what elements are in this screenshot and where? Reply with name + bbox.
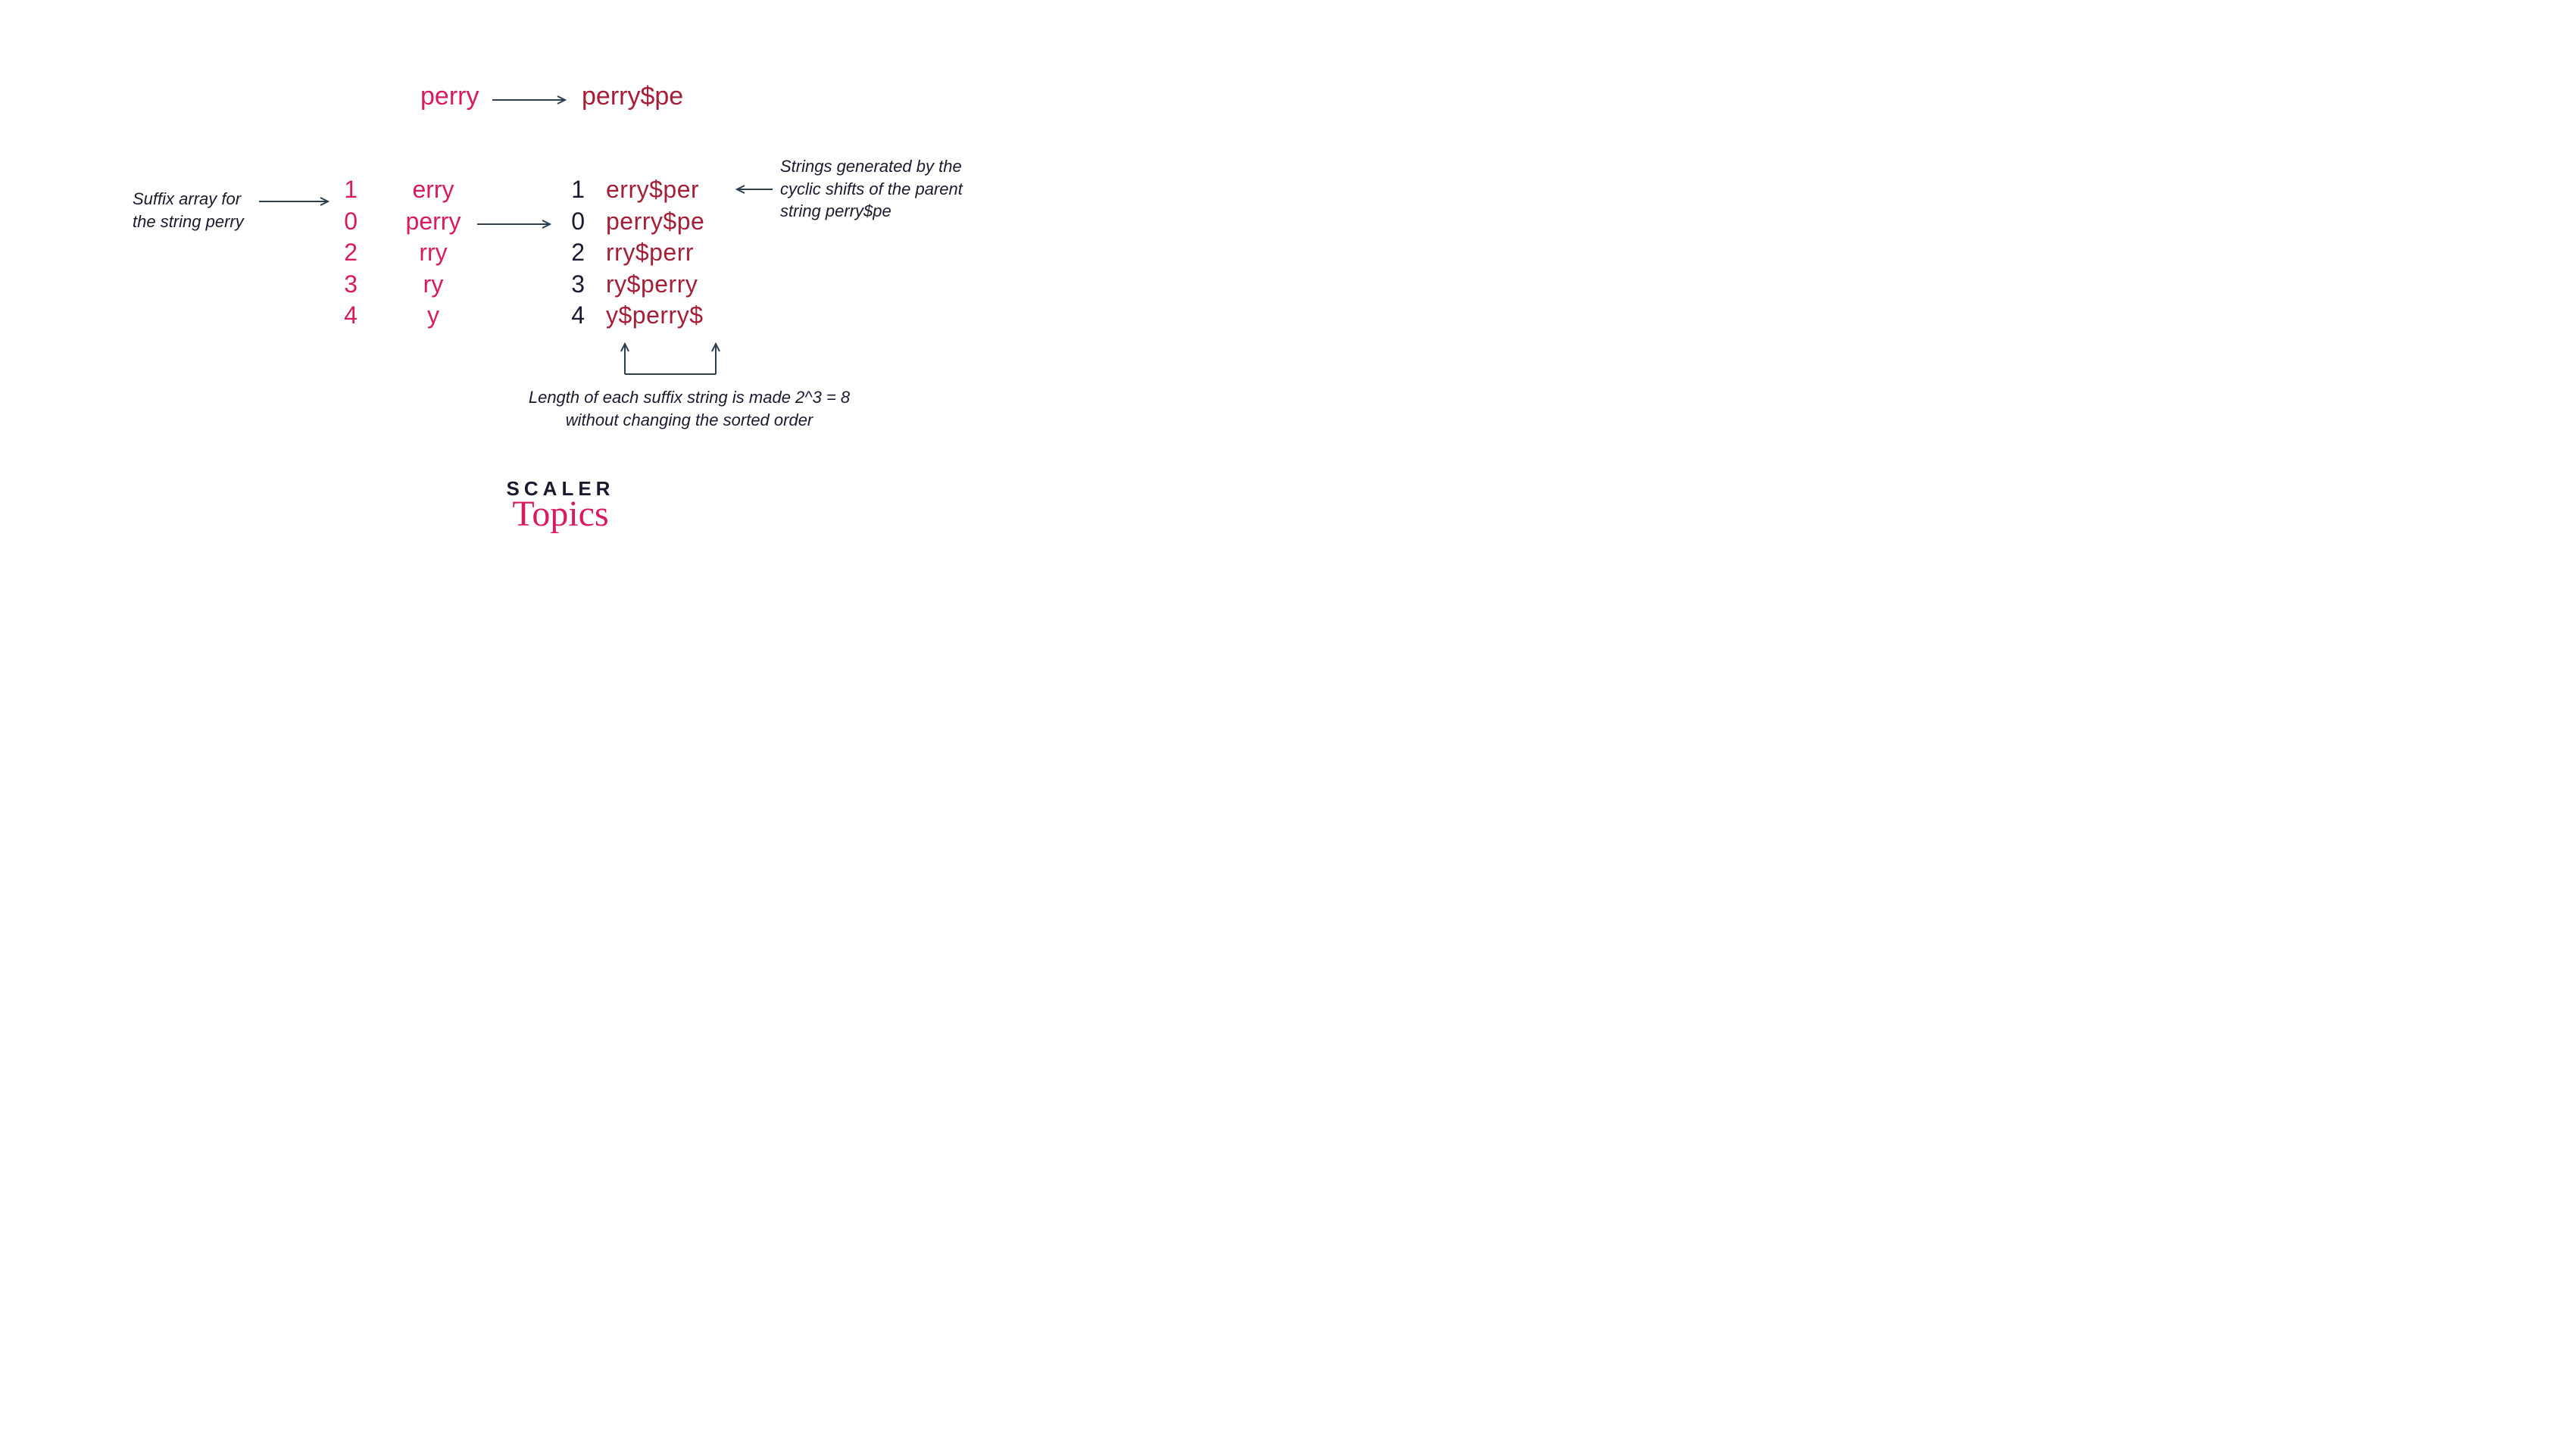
suffix-string: ry	[388, 269, 479, 301]
arrow-top	[492, 95, 572, 105]
table-row: 1 erry$per	[554, 174, 704, 206]
suffix-string: y	[388, 300, 479, 332]
bracket-arrows	[617, 336, 723, 382]
suffix-string: perry	[388, 206, 479, 238]
left-suffix-table: 1 erry 0 perry 2 rry 3 ry 4 y	[327, 174, 479, 332]
cyclic-index: 1	[554, 174, 585, 206]
cyclic-index: 2	[554, 237, 585, 269]
suffix-string: erry	[388, 174, 479, 206]
table-row: 1 erry	[327, 174, 479, 206]
annotation-line: Strings generated by the	[780, 155, 963, 178]
suffix-index: 3	[327, 269, 358, 301]
annotation-line: string perry$pe	[780, 200, 963, 223]
logo-line-topics: Topics	[496, 493, 625, 535]
annotation-line: the string perry	[133, 211, 244, 233]
scaler-topics-logo: SCALER Topics	[496, 477, 625, 535]
cyclic-string: y$perry$	[606, 300, 704, 332]
suffix-index: 0	[327, 206, 358, 238]
table-row: 3 ry	[327, 269, 479, 301]
arrow-middle	[477, 220, 557, 229]
table-row: 3 ry$perry	[554, 269, 704, 301]
bottom-annotation: Length of each suffix string is made 2^3…	[504, 386, 875, 431]
cyclic-index: 3	[554, 269, 585, 301]
table-row: 2 rry	[327, 237, 479, 269]
left-annotation: Suffix array for the string perry	[133, 188, 244, 233]
suffix-index: 4	[327, 300, 358, 332]
table-row: 0 perry$pe	[554, 206, 704, 238]
cyclic-string: perry$pe	[606, 206, 704, 238]
cyclic-index: 4	[554, 300, 585, 332]
table-row: 4 y	[327, 300, 479, 332]
right-cyclic-table: 1 erry$per 0 perry$pe 2 rry$perr 3 ry$pe…	[554, 174, 704, 332]
annotation-line: Suffix array for	[133, 188, 244, 211]
annotation-line: Length of each suffix string is made 2^3…	[504, 386, 875, 409]
cyclic-string: ry$perry	[606, 269, 698, 301]
right-annotation: Strings generated by the cyclic shifts o…	[780, 155, 963, 223]
cyclic-string: erry$per	[606, 174, 699, 206]
top-left-string: perry	[420, 82, 479, 111]
annotation-line: cyclic shifts of the parent	[780, 178, 963, 201]
top-right-string: perry$pe	[582, 82, 683, 111]
table-row: 2 rry$perr	[554, 237, 704, 269]
cyclic-string: rry$perr	[606, 237, 694, 269]
table-row: 4 y$perry$	[554, 300, 704, 332]
annotation-line: without changing the sorted order	[504, 409, 875, 432]
arrow-right-annotation	[732, 185, 773, 194]
suffix-string: rry	[388, 237, 479, 269]
table-row: 0 perry	[327, 206, 479, 238]
suffix-index: 2	[327, 237, 358, 269]
arrow-left-annotation	[259, 197, 335, 206]
cyclic-index: 0	[554, 206, 585, 238]
